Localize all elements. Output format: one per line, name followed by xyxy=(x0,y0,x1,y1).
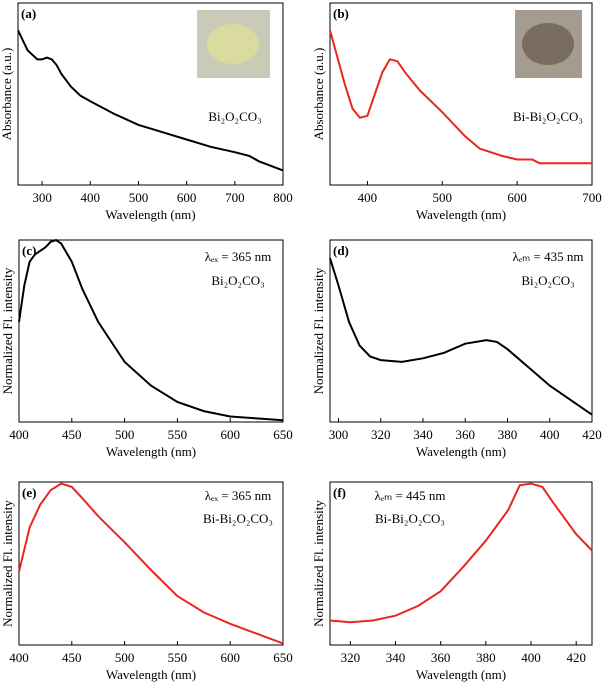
x-tick-label: 360 xyxy=(455,427,475,442)
plot-frame xyxy=(18,481,284,646)
spectrum-line xyxy=(18,238,284,422)
panel-label: (c) xyxy=(22,243,36,258)
x-tick-label: 400 xyxy=(81,190,101,205)
panel-label: (e) xyxy=(22,485,36,500)
x-axis-label: Wavelength (nm) xyxy=(106,444,196,459)
plot-frame xyxy=(18,239,284,423)
y-axis-label: Normalized Fl. intensity xyxy=(0,500,15,627)
panel-label: (f) xyxy=(333,485,346,500)
annotation: λₑₘ = 435 nm xyxy=(513,249,584,264)
x-tick-label: 400 xyxy=(9,650,29,665)
x-tick-label: 340 xyxy=(413,427,433,442)
x-tick-label: 600 xyxy=(220,650,240,665)
spectrum-line xyxy=(329,482,593,624)
x-tick-label: 450 xyxy=(62,427,82,442)
x-tick-label: 600 xyxy=(507,190,527,205)
plot-frame xyxy=(17,2,284,186)
spectrum-line xyxy=(18,482,284,645)
annotation: λₑₓ = 365 nm xyxy=(205,249,272,264)
spectrum-line xyxy=(17,29,284,172)
x-tick-label: 600 xyxy=(220,427,240,442)
annotation: Bi-Bi₂O₂CO₃ xyxy=(513,109,583,124)
spectrum-line xyxy=(329,30,592,165)
x-tick-label: 420 xyxy=(566,650,586,665)
x-axis-label: Wavelength (nm) xyxy=(416,207,506,222)
x-tick-label: 360 xyxy=(431,650,451,665)
y-axis-label: Absorbance (a.u.) xyxy=(0,48,14,141)
x-tick-label: 320 xyxy=(341,650,361,665)
panel-label: (a) xyxy=(21,6,36,21)
x-tick-label: 600 xyxy=(177,190,197,205)
x-axis-label: Wavelength (nm) xyxy=(105,207,195,222)
y-axis-label: Absorbance (a.u.) xyxy=(311,48,326,141)
y-axis-label: Normalized Fl. intensity xyxy=(311,500,326,627)
x-tick-label: 700 xyxy=(582,190,602,205)
x-tick-label: 500 xyxy=(115,427,135,442)
x-axis-label: Wavelength (nm) xyxy=(106,667,196,682)
sample-powder xyxy=(522,23,574,65)
annotation: Bi₂O₂CO₃ xyxy=(521,273,574,288)
y-axis-label: Normalized Fl. intensity xyxy=(0,267,15,394)
x-tick-label: 500 xyxy=(115,650,135,665)
y-axis-label: Normalized Fl. intensity xyxy=(311,267,326,394)
x-tick-label: 340 xyxy=(386,650,406,665)
annotation: Bi-Bi₂O₂CO₃ xyxy=(203,511,273,526)
x-tick-label: 800 xyxy=(273,190,293,205)
x-tick-label: 320 xyxy=(371,427,391,442)
panel-label: (b) xyxy=(333,6,349,21)
x-tick-label: 300 xyxy=(329,427,349,442)
x-tick-label: 400 xyxy=(521,650,541,665)
annotation: λₑₘ = 445 nm xyxy=(375,488,446,503)
annotation: Bi₂O₂CO₃ xyxy=(211,273,264,288)
x-tick-label: 400 xyxy=(358,190,378,205)
x-tick-label: 400 xyxy=(540,427,560,442)
x-tick-label: 400 xyxy=(9,427,29,442)
x-tick-label: 450 xyxy=(62,650,82,665)
x-tick-label: 420 xyxy=(582,427,602,442)
x-tick-label: 550 xyxy=(168,427,188,442)
x-tick-label: 550 xyxy=(168,650,188,665)
spectrum-line xyxy=(329,257,593,416)
x-tick-label: 700 xyxy=(225,190,245,205)
plot-frame xyxy=(329,239,593,423)
x-tick-label: 500 xyxy=(129,190,149,205)
x-tick-label: 380 xyxy=(476,650,496,665)
annotation: λₑₓ = 365 nm xyxy=(205,488,272,503)
sample-powder xyxy=(207,24,259,64)
x-tick-label: 650 xyxy=(273,427,293,442)
plot-frame xyxy=(329,2,593,186)
x-tick-label: 300 xyxy=(32,190,52,205)
x-tick-label: 650 xyxy=(273,650,293,665)
annotation: Bi-Bi₂O₂CO₃ xyxy=(375,511,445,526)
x-tick-label: 380 xyxy=(498,427,518,442)
panel-label: (d) xyxy=(333,243,349,258)
x-tick-label: 500 xyxy=(433,190,453,205)
x-axis-label: Wavelength (nm) xyxy=(416,444,506,459)
plot-frame xyxy=(329,481,593,646)
annotation: Bi₂O₂CO₃ xyxy=(208,109,261,124)
x-axis-label: Wavelength (nm) xyxy=(416,667,506,682)
